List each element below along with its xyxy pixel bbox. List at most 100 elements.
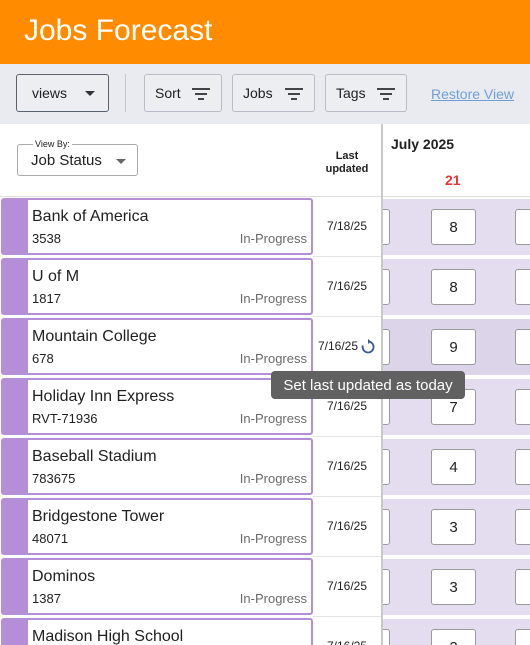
last-updated-date: 7/16/25 [313,639,381,645]
last-updated-date: 7/16/25 [326,279,368,293]
calendar-cell: 4 [383,439,530,495]
row-separator [313,556,381,557]
job-name: Bank of America [32,208,149,225]
count-box[interactable]: 8 [431,269,476,305]
job-name: Madison High School [32,628,184,645]
view-by-label: View By: [33,139,72,149]
job-card[interactable]: Dominos 1387 In-Progress [1,558,313,615]
status-stripe [3,320,28,373]
job-card[interactable]: Bridgestone Tower 48071 In-Progress [1,498,313,555]
job-row: Dominos 1387 In-Progress 7/16/25 3 [0,557,530,617]
count-box[interactable] [515,509,530,545]
job-id: 783675 [32,471,76,486]
count-box[interactable] [515,569,530,605]
calendar-cell: 8 [383,199,530,255]
count-box[interactable] [383,209,390,245]
calendar-cell: 2 [383,619,530,645]
tags-label: Tags [336,85,366,101]
job-card[interactable]: Baseball Stadium 783675 In-Progress [1,438,313,495]
row-separator [313,436,381,437]
job-id: 1817 [32,291,61,306]
job-rows: Bank of America 3538 In-Progress 7/18/25 8 U … [0,197,530,645]
job-card[interactable]: Holiday Inn Express RVT-71936 In-Progress [1,378,313,435]
calendar-cell: 3 [383,559,530,615]
jobs-label: Jobs [243,85,273,101]
jobs-button[interactable]: Jobs [232,74,315,112]
count-box[interactable] [383,509,390,545]
count-box[interactable] [515,209,530,245]
count-box[interactable] [383,449,390,485]
calendar-cell: 9 [383,319,530,375]
count-box[interactable] [383,329,390,365]
job-card[interactable]: Bank of America 3538 In-Progress [1,198,313,255]
job-name: U of M [32,268,80,285]
job-row: Bank of America 3538 In-Progress 7/18/25 8 [0,197,530,257]
sort-button[interactable]: Sort [144,74,222,112]
refresh-icon[interactable] [360,339,376,355]
status-stripe [3,200,28,253]
count-box[interactable]: 4 [431,449,476,485]
app-title: Jobs Forecast [24,14,213,47]
app-header: Jobs Forecast [0,0,530,64]
count-box[interactable] [383,269,390,305]
status-stripe [3,260,28,313]
last-updated-date: 7/18/25 [326,219,368,233]
filter-icon [377,88,395,100]
job-row: Mountain College 678 In-Progress 7/16/25 9 [0,317,530,377]
status-stripe [3,440,28,493]
view-by-select[interactable]: View By: Job Status [17,139,138,176]
calendar-cell: 8 [383,259,530,315]
job-row: U of M 1817 In-Progress 7/16/25 8 [0,257,530,317]
job-status: In-Progress [239,231,307,246]
count-box[interactable]: 3 [431,509,476,545]
status-stripe [3,500,28,553]
dropdown-icon [116,159,126,164]
count-box[interactable]: 8 [431,209,476,245]
restore-view-link[interactable]: Restore View [431,86,515,102]
job-id: 3538 [32,231,61,246]
sort-label: Sort [155,85,181,101]
job-status: In-Progress [239,531,307,546]
month-header: July 2025 [391,136,455,152]
count-box[interactable]: 3 [431,569,476,605]
count-box[interactable] [383,629,390,645]
job-name: Dominos [32,568,96,585]
last-updated-date: 7/16/25 [326,579,368,593]
job-card[interactable]: U of M 1817 In-Progress [1,258,313,315]
status-stripe [3,560,28,613]
job-status: In-Progress [239,471,307,486]
row-separator [313,496,381,497]
views-button[interactable]: views [16,74,109,112]
job-card[interactable]: Mountain College 678 In-Progress [1,318,313,375]
count-box[interactable] [383,569,390,605]
count-box[interactable] [515,269,530,305]
tags-button[interactable]: Tags [325,74,407,112]
view-by-value: Job Status [31,152,102,169]
job-id: 48071 [32,531,69,546]
job-id: RVT-71936 [32,411,98,426]
job-row: Bridgestone Tower 48071 In-Progress 7/16/25… [0,497,530,557]
count-box[interactable] [515,329,530,365]
job-status: In-Progress [239,291,307,306]
job-status: In-Progress [239,351,307,366]
calendar-cell: 3 [383,499,530,555]
job-card[interactable]: Madison High School [1,618,313,645]
table-header: View By: Job Status Last updated July 20… [0,124,530,197]
divider [125,74,126,112]
job-name: Bridgestone Tower [32,508,165,525]
last-updated-date: 7/16/25 [326,399,368,413]
job-id: 678 [32,351,54,366]
last-updated-header: Last updated [325,150,369,175]
count-box[interactable] [515,449,530,485]
count-box[interactable]: 2 [431,629,476,645]
count-box[interactable] [515,389,530,425]
count-box[interactable]: 9 [431,329,476,365]
row-separator [313,616,381,617]
count-box[interactable] [515,629,530,645]
last-updated-date: 7/16/25 [317,339,359,353]
views-label: views [32,85,68,101]
job-name: Baseball Stadium [32,448,157,465]
dropdown-icon [85,91,95,96]
day-header: 21 [445,172,461,188]
